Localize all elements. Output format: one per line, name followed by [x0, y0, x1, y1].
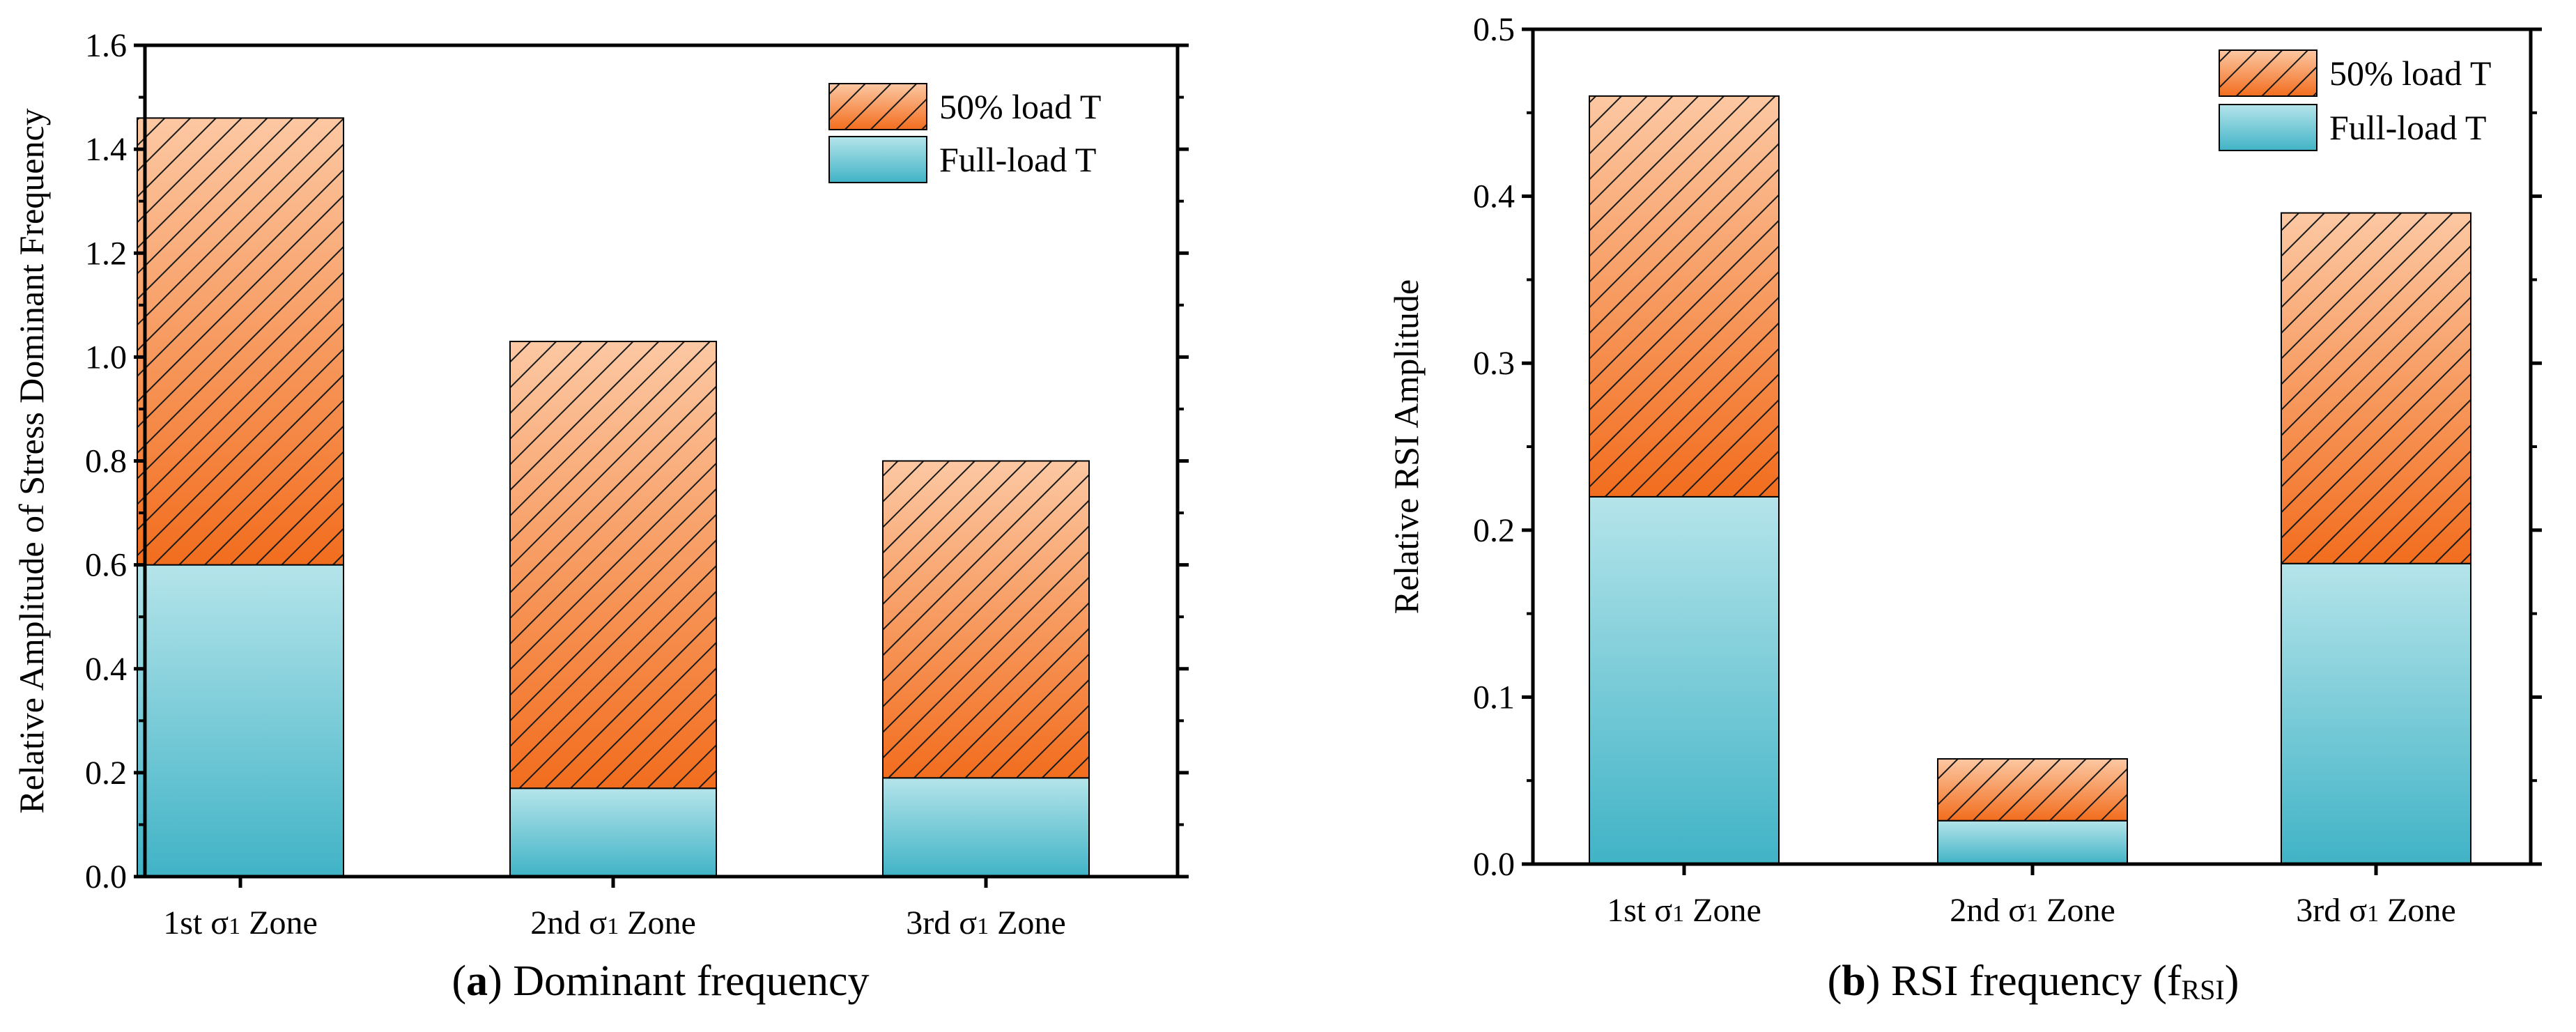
bar-full-load-2	[1937, 819, 2128, 865]
chart-panel-b: 1st σ1 Zone 2nd σ1 Zone 3rd σ1 Zone 0.0 0.1 0…	[1387, 11, 2542, 1006]
legend-half-load-swatch-hatch	[2219, 50, 2317, 96]
y-tick-label-5: 1.0	[85, 339, 127, 376]
y-tick-label-4: 0.8	[85, 443, 127, 480]
legend-full-load-swatch	[2219, 105, 2317, 151]
legend-half-load-swatch-border	[828, 83, 927, 130]
panel-caption: (a) Dominant frequency	[452, 957, 869, 1005]
y-tick-label-1: 0.1	[1473, 679, 1515, 716]
legend-label-half-load: 50% load T	[939, 87, 1101, 126]
x-tick-label-2: 2nd σ1 Zone	[530, 904, 696, 941]
bar-full-load-1	[1589, 495, 1780, 865]
y-tick-label-3: 0.3	[1473, 345, 1515, 382]
chart-panel-a: 1st σ1 Zone 2nd σ1 Zone 3rd σ1 Zone 0.0 0.2 0…	[12, 27, 1189, 1005]
y-tick-label-3: 0.6	[85, 547, 127, 584]
x-tick-label-2: 2nd σ1 Zone	[1950, 892, 2115, 929]
y-axis-label: Relative Amplitude of Stress Dominant Fr…	[12, 108, 51, 813]
y-tick-label-5: 0.5	[1473, 11, 1515, 48]
legend-label-full-load: Full-load T	[2329, 108, 2486, 147]
bar-half-load-hatch-3	[882, 460, 1090, 779]
bar-full-load-1	[137, 564, 344, 877]
bar-half-load-hatch-2	[1937, 758, 2128, 822]
y-tick-label-0: 0.0	[1473, 846, 1515, 883]
bar-full-load-2	[509, 787, 717, 878]
x-tick-label-3: 3rd σ1 Zone	[2296, 892, 2455, 929]
panel-caption: (b) RSI frequency (fRSI)	[1828, 957, 2239, 1006]
y-tick-label-6: 1.2	[85, 235, 127, 272]
y-tick-label-7: 1.4	[85, 131, 127, 168]
legend-label-half-load: 50% load T	[2329, 54, 2491, 93]
bar-half-load-hatch-1	[137, 117, 344, 566]
x-tick-label-1: 1st σ1 Zone	[163, 904, 318, 941]
y-tick-label-2: 0.2	[1473, 512, 1515, 549]
legend-full-load-swatch	[829, 137, 927, 183]
legend-label-full-load: Full-load T	[939, 140, 1096, 179]
legend-half-load-swatch-border	[2219, 49, 2317, 97]
legend-half-load-swatch-hatch	[829, 84, 927, 130]
y-tick-label-2: 0.4	[85, 651, 127, 688]
bar-full-load-3	[882, 777, 1090, 878]
legend-full-load-swatch-border	[828, 136, 927, 183]
y-tick-label-0: 0.0	[85, 858, 127, 895]
legend-full-load-swatch-border	[2219, 104, 2317, 151]
bar-full-load-3	[2281, 562, 2471, 865]
y-tick-label-1: 0.2	[85, 755, 127, 792]
bar-half-load-hatch-1	[1589, 95, 1780, 498]
bar-half-load-hatch-2	[509, 341, 717, 790]
y-axis-label: Relative RSI Amplitude	[1387, 279, 1426, 615]
y-tick-label-8: 1.6	[85, 27, 127, 64]
x-tick-label-1: 1st σ1 Zone	[1607, 892, 1761, 929]
y-tick-label-4: 0.4	[1473, 178, 1515, 215]
x-tick-label-3: 3rd σ1 Zone	[906, 904, 1065, 941]
bar-half-load-hatch-3	[2281, 212, 2471, 564]
